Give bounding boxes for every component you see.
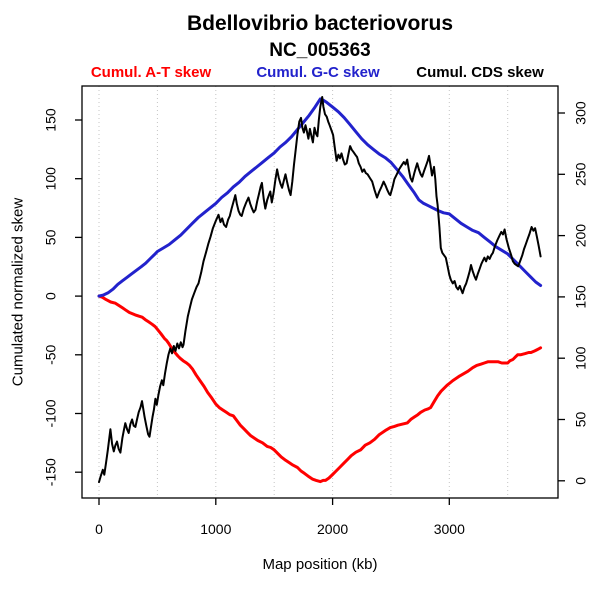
- svg-text:150: 150: [43, 108, 59, 132]
- legend-cds-skew: Cumul. CDS skew: [416, 64, 544, 81]
- svg-text:0: 0: [95, 521, 103, 537]
- svg-text:100: 100: [43, 167, 59, 191]
- svg-text:150: 150: [573, 285, 589, 309]
- svg-text:50: 50: [43, 229, 59, 245]
- svg-text:-100: -100: [43, 399, 59, 427]
- svg-text:250: 250: [573, 162, 589, 186]
- svg-text:-150: -150: [43, 458, 59, 486]
- svg-text:100: 100: [573, 346, 589, 370]
- svg-text:3000: 3000: [434, 521, 465, 537]
- svg-text:0: 0: [573, 477, 589, 485]
- chart-title: Bdellovibrio bacteriovorus: [186, 12, 454, 35]
- chart-subtitle: NC_005363: [269, 40, 371, 61]
- x-axis-label: Map position (kb): [262, 556, 378, 573]
- svg-text:200: 200: [573, 224, 589, 248]
- svg-text:1000: 1000: [200, 521, 231, 537]
- svg-text:50: 50: [573, 412, 589, 428]
- svg-text:2000: 2000: [317, 521, 348, 537]
- y-axis-label: Cumulated normalized skew: [9, 197, 27, 387]
- svg-text:-50: -50: [43, 344, 59, 364]
- svg-text:0: 0: [43, 292, 59, 300]
- legend-gc-skew: Cumul. G-C skew: [256, 64, 380, 81]
- legend-at-skew: Cumul. A-T skew: [90, 64, 212, 81]
- svg-text:300: 300: [573, 101, 589, 125]
